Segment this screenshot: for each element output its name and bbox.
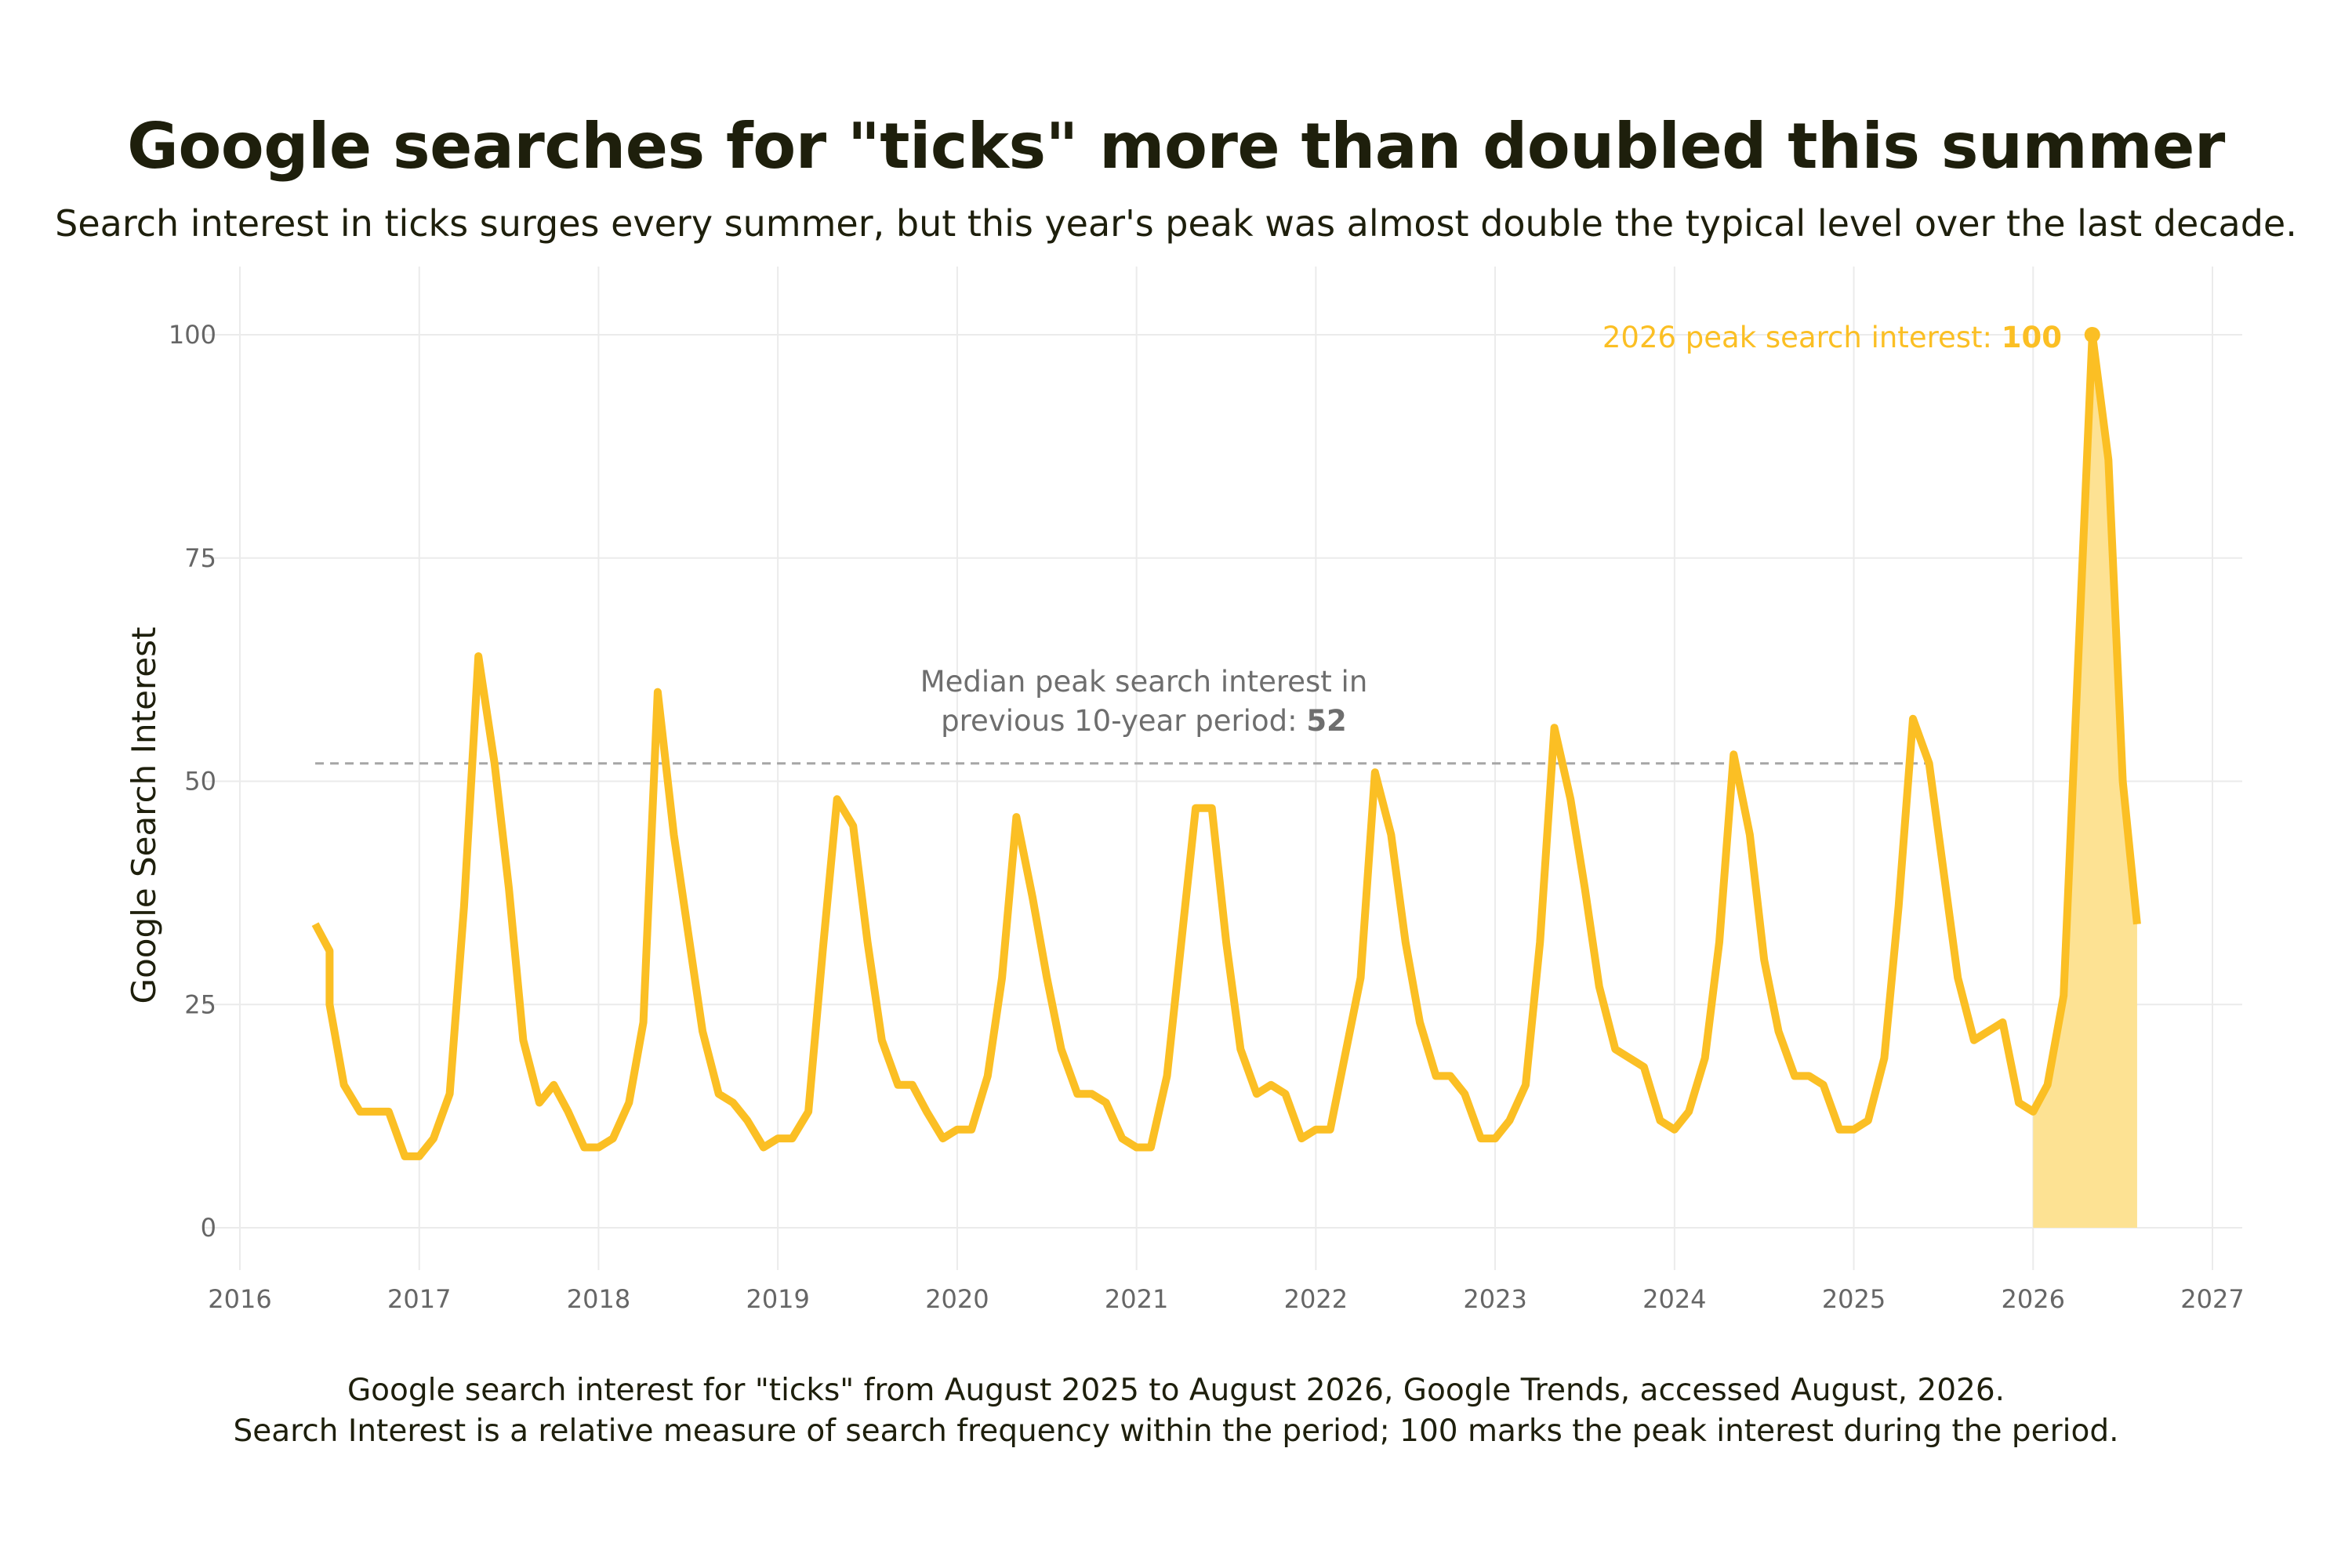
y-tick-label: 75 [184,543,216,573]
x-tick-label: 2027 [2180,1284,2244,1314]
x-tick-label: 2017 [387,1284,451,1314]
grid-layer [204,267,2242,1270]
x-tick-label: 2020 [925,1284,989,1314]
median-annotation-line1: Median peak search interest in [920,665,1368,699]
x-tick-label: 2025 [1822,1284,1886,1314]
x-tick-label: 2022 [1284,1284,1348,1314]
median-annotation-line2: previous 10-year period: 52 [941,704,1347,738]
chart-title: Google searches for "ticks" more than do… [127,110,2225,183]
tick-label-layer: 0 25 50 75 100 2016 2017 2018 2019 2020 2021 2022 20… [169,320,2245,1314]
y-axis-label: Google Search Interest [125,627,163,1004]
x-tick-label: 2026 [2002,1284,2065,1314]
x-tick-label: 2016 [208,1284,271,1314]
x-tick-label: 2018 [567,1284,630,1314]
y-tick-label: 0 [201,1213,216,1243]
y-tick-label: 50 [184,767,216,797]
x-tick-label: 2024 [1642,1284,1706,1314]
chart-plot: 0 25 50 75 100 2016 2017 2018 2019 2020 2021 2022 20… [125,267,2245,1314]
chart-caption: Google search interest for "ticks" from … [0,1370,2352,1452]
caption-line-1: Google search interest for "ticks" from … [347,1373,2005,1408]
series-line [311,331,2141,1160]
x-tick-label: 2021 [1105,1284,1168,1314]
peak-annotation-text: 2026 peak search interest: [1602,321,2002,354]
x-tick-label: 2019 [746,1284,809,1314]
y-tick-label: 25 [184,989,216,1019]
x-tick-label: 2023 [1463,1284,1526,1314]
series-layer [311,327,2141,1160]
peak-annotation-value: 100 [2002,321,2062,354]
y-tick-label: 100 [169,320,216,350]
median-annotation-text: previous 10-year period: [941,704,1306,738]
caption-line-2: Search Interest is a relative measure of… [233,1414,2119,1449]
chart-subtitle: Search interest in ticks surges every su… [55,202,2297,245]
peak-point [2084,327,2100,343]
median-annotation-value: 52 [1306,704,1347,738]
peak-annotation: 2026 peak search interest: 100 [1602,321,2062,354]
